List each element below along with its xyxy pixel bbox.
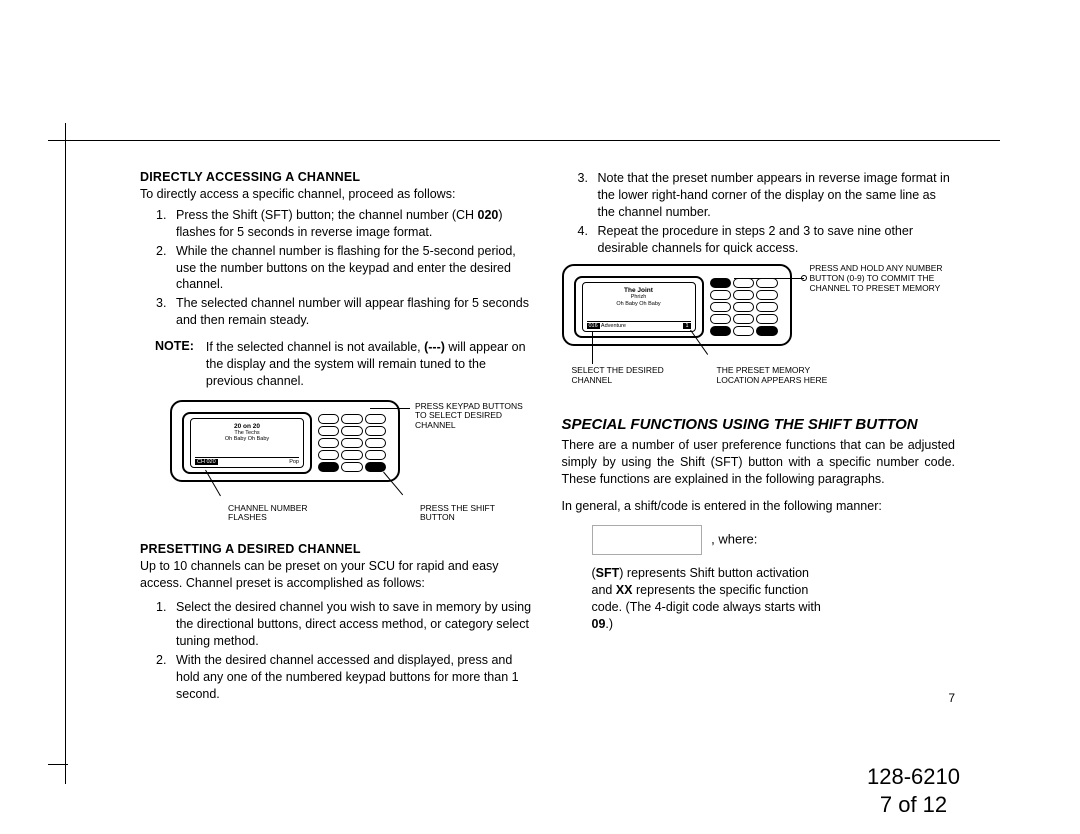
- callout-press-hold: PRESS AND HOLD ANY NUMBER BUTTON (0-9) T…: [810, 264, 950, 293]
- callout-keypad: PRESS KEYPAD BUTTONS TO SELECT DESIRED C…: [415, 402, 535, 431]
- callout-preset-location: THE PRESET MEMORY LOCATION APPEARS HERE: [717, 366, 847, 386]
- shift-code-row: , where:: [592, 525, 956, 555]
- heading-direct-access: DIRECTLY ACCESSING A CHANNEL: [140, 170, 534, 184]
- list-item: 1.Select the desired channel you wish to…: [176, 599, 534, 650]
- figure-direct-access: 20 on 20 The Techs Oh Baby Oh Baby CH 02…: [170, 400, 534, 530]
- callout-shift-button: PRESS THE SHIFT BUTTON: [420, 504, 520, 524]
- heading-special-functions: SPECIAL FUNCTIONS USING THE SHIFT BUTTON: [562, 416, 956, 433]
- crop-mark: [65, 764, 66, 784]
- heading-preset: PRESETTING A DESIRED CHANNEL: [140, 542, 534, 556]
- device-keypad: [708, 276, 780, 338]
- preset-steps: 1.Select the desired channel you wish to…: [140, 599, 534, 702]
- preset-steps-continued: 3.Note that the preset number appears in…: [562, 170, 956, 256]
- list-item: 4.Repeat the procedure in steps 2 and 3 …: [598, 223, 956, 257]
- special-functions-intro: There are a number of user preference fu…: [562, 437, 956, 488]
- list-item: 2.While the channel number is flashing f…: [176, 243, 534, 294]
- footer-code: 128-6210: [867, 763, 960, 791]
- device-screen: 20 on 20 The Techs Oh Baby Oh Baby CH 02…: [182, 412, 312, 474]
- left-column: DIRECTLY ACCESSING A CHANNEL To directly…: [140, 170, 534, 705]
- device-illustration: The Joint Phrizh Oh Baby Oh Baby 016 Adv…: [562, 264, 792, 346]
- footer-block: 128-6210 7 of 12: [867, 763, 960, 818]
- device-keypad: [316, 412, 388, 474]
- right-column: 3.Note that the preset number appears in…: [562, 170, 956, 705]
- intro-text: To directly access a specific channel, p…: [140, 186, 534, 203]
- shift-code-explain: (SFT) represents Shift button activation…: [562, 565, 822, 633]
- page-number: 7: [948, 691, 955, 705]
- list-item: 2.With the desired channel accessed and …: [176, 652, 534, 703]
- list-item: 1.Press the Shift (SFT) button; the chan…: [176, 207, 534, 241]
- list-item: 3.Note that the preset number appears in…: [598, 170, 956, 221]
- direct-access-steps: 1.Press the Shift (SFT) button; the chan…: [140, 207, 534, 329]
- note-label: NOTE:: [140, 339, 206, 390]
- list-item: 3.The selected channel number will appea…: [176, 295, 534, 329]
- preset-intro: Up to 10 channels can be preset on your …: [140, 558, 534, 592]
- content-columns: DIRECTLY ACCESSING A CHANNEL To directly…: [140, 170, 955, 705]
- note-block: NOTE: If the selected channel is not ava…: [140, 339, 534, 390]
- figure-preset: The Joint Phrizh Oh Baby Oh Baby 016 Adv…: [562, 264, 956, 404]
- device-screen: The Joint Phrizh Oh Baby Oh Baby 016 Adv…: [574, 276, 704, 338]
- footer-page: 7 of 12: [867, 791, 960, 819]
- callout-channel-flash: CHANNEL NUMBER FLASHES: [228, 504, 338, 524]
- callout-select-channel: SELECT THE DESIRED CHANNEL: [572, 366, 682, 386]
- note-text: If the selected channel is not available…: [206, 339, 534, 390]
- shift-code-intro: In general, a shift/code is entered in t…: [562, 498, 956, 515]
- sft-code-box: [592, 525, 702, 555]
